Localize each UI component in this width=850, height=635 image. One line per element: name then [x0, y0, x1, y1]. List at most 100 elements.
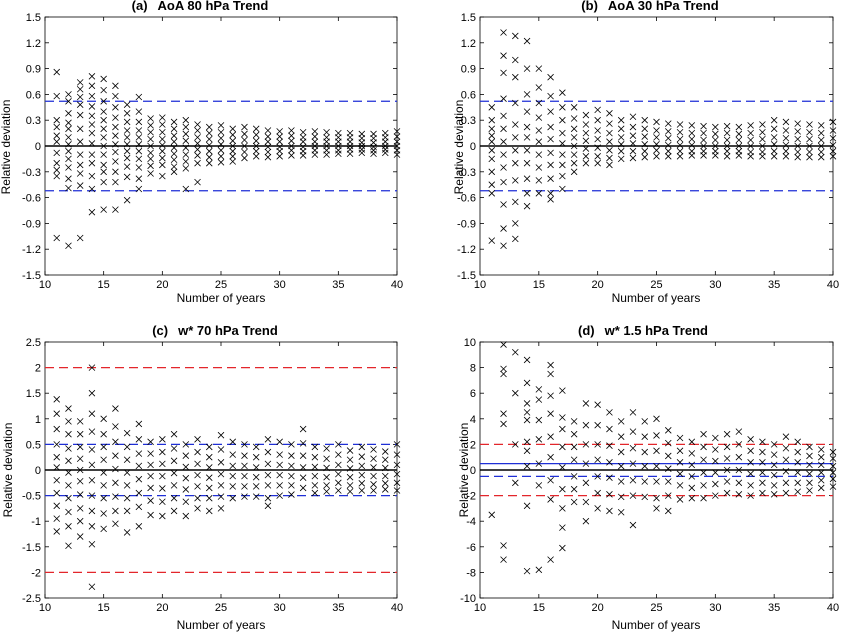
data-point [782, 153, 790, 160]
data-point [523, 400, 531, 407]
data-point [311, 128, 319, 135]
data-point [112, 465, 119, 473]
data-point [370, 446, 377, 453]
x-tick-label: 10 [474, 602, 486, 614]
data-point [582, 441, 590, 448]
data-point [512, 56, 519, 64]
data-point [594, 106, 601, 114]
data-point [123, 494, 131, 502]
data-point [523, 123, 531, 131]
data-point [664, 141, 672, 149]
data-point [241, 136, 248, 144]
data-point [76, 161, 84, 169]
data-point [264, 460, 272, 468]
data-point [370, 455, 377, 463]
data-point [229, 142, 237, 150]
data-point [381, 448, 389, 455]
data-point [594, 153, 601, 160]
data-point [817, 461, 825, 469]
x-tick-label: 30 [709, 279, 721, 291]
data-point [135, 108, 143, 115]
data-point [488, 132, 496, 139]
data-point [229, 462, 237, 470]
data-point [547, 496, 554, 503]
data-point [205, 507, 213, 515]
data-point [500, 112, 507, 120]
data-point [147, 142, 154, 150]
data-point [653, 134, 660, 141]
data-point [65, 457, 72, 465]
data-point [488, 181, 496, 188]
data-point [53, 410, 61, 417]
data-point [147, 135, 154, 143]
data-point [523, 159, 531, 167]
data-point [829, 455, 837, 462]
data-point [641, 133, 649, 140]
y-tick-label: 0 [470, 465, 476, 477]
x-tick-label: 15 [98, 279, 110, 291]
data-point [617, 125, 625, 133]
data-point [229, 137, 237, 145]
data-point [723, 489, 731, 497]
data-point [311, 133, 319, 140]
data-point [88, 185, 96, 193]
data-point [100, 415, 107, 423]
data-point [676, 141, 684, 149]
data-point [829, 153, 837, 160]
data-point [147, 128, 154, 136]
data-point [264, 133, 272, 140]
data-point [76, 533, 84, 540]
data-point [229, 438, 237, 446]
data-point [276, 471, 283, 479]
data-point [712, 480, 719, 488]
data-point [735, 428, 743, 435]
data-point [806, 121, 813, 128]
data-point [547, 433, 554, 441]
data-point [594, 473, 601, 480]
data-point [135, 435, 143, 443]
data-point [358, 453, 366, 460]
data-point [512, 73, 519, 81]
data-point [700, 456, 707, 464]
data-point [559, 387, 566, 394]
data-point [817, 446, 825, 453]
data-point [159, 121, 166, 128]
data-point [700, 430, 707, 438]
data-point [159, 128, 166, 136]
data-point [311, 463, 319, 471]
data-point [688, 450, 696, 457]
data-point [194, 152, 201, 159]
x-tick-label: 25 [215, 279, 227, 291]
data-point [194, 159, 201, 167]
data-point [182, 165, 190, 172]
data-point [735, 466, 743, 474]
data-point [358, 139, 366, 146]
data-point [112, 438, 119, 446]
data-point [759, 153, 766, 160]
y-tick-label: 8 [470, 363, 476, 375]
data-point [393, 128, 401, 135]
data-point [358, 471, 366, 479]
data-point [688, 484, 696, 492]
data-point [100, 525, 107, 533]
data-point [747, 136, 754, 144]
data-point [182, 144, 190, 152]
data-point [100, 510, 107, 517]
data-point [535, 460, 543, 467]
data-point [782, 467, 790, 475]
data-point [159, 161, 166, 169]
data-point [770, 116, 778, 124]
data-point [770, 461, 778, 469]
data-point [53, 396, 61, 403]
data-point [606, 120, 613, 127]
data-point [629, 140, 637, 147]
data-point [570, 125, 578, 133]
data-point [170, 469, 178, 477]
data-point [76, 151, 84, 158]
data-point [76, 491, 84, 498]
data-point [594, 489, 601, 497]
data-point [747, 142, 754, 150]
data-point [559, 161, 566, 169]
x-axis-label: Number of years [612, 618, 701, 632]
data-point [65, 405, 72, 412]
